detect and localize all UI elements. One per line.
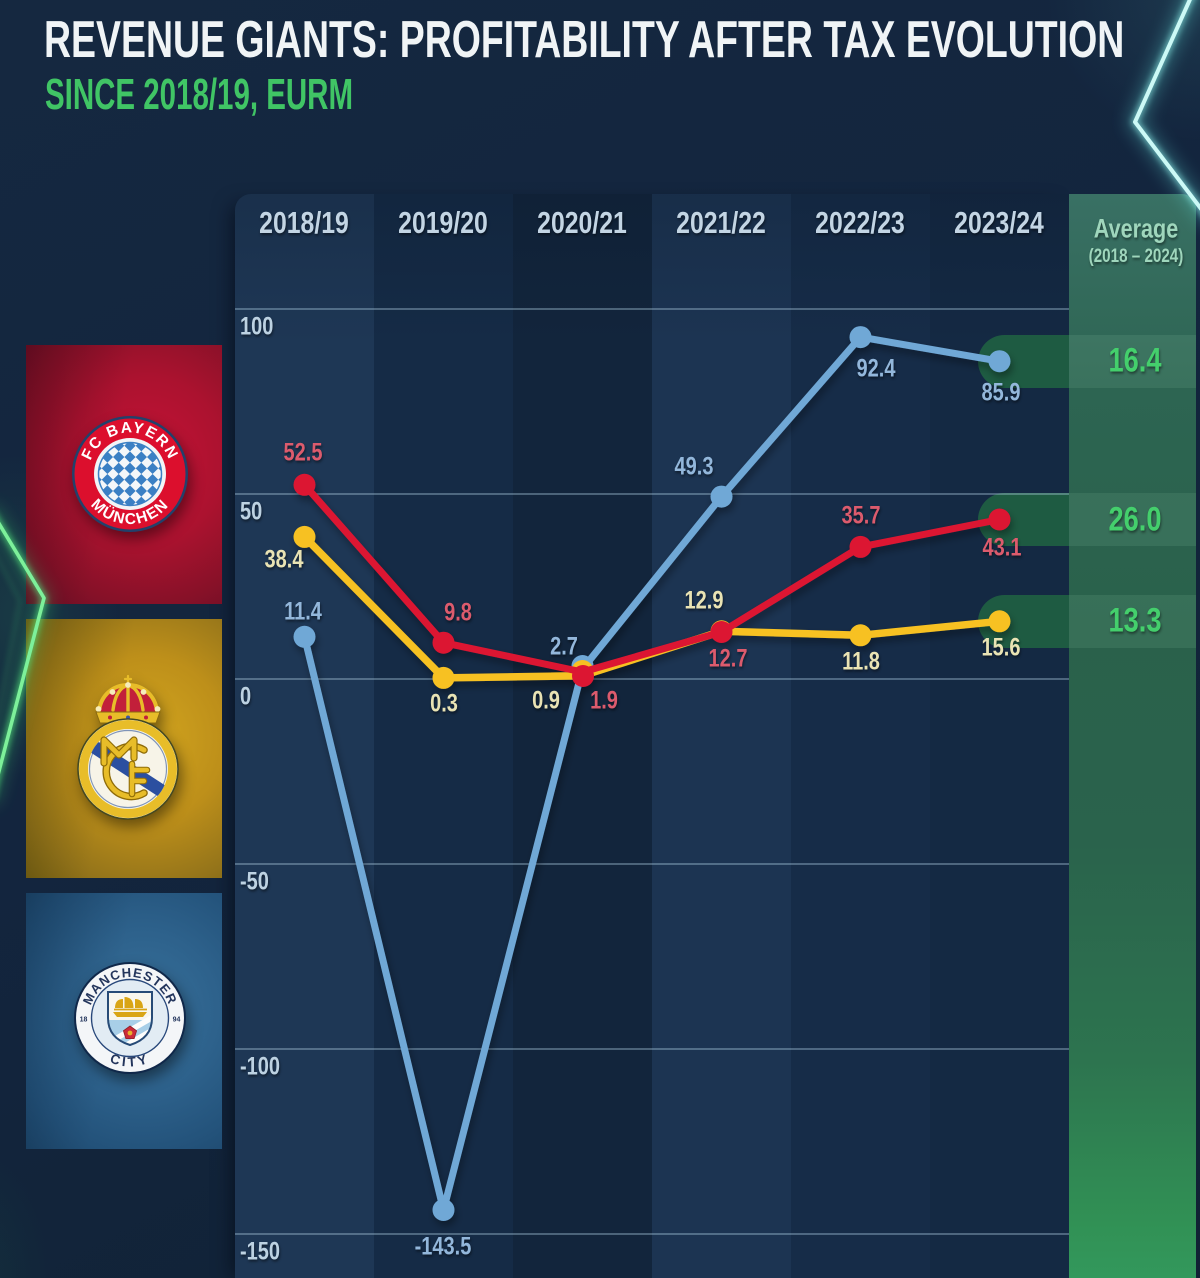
svg-text:CITY: CITY — [108, 1051, 151, 1070]
svg-text:94: 94 — [173, 1017, 181, 1024]
svg-text:18: 18 — [80, 1017, 88, 1024]
